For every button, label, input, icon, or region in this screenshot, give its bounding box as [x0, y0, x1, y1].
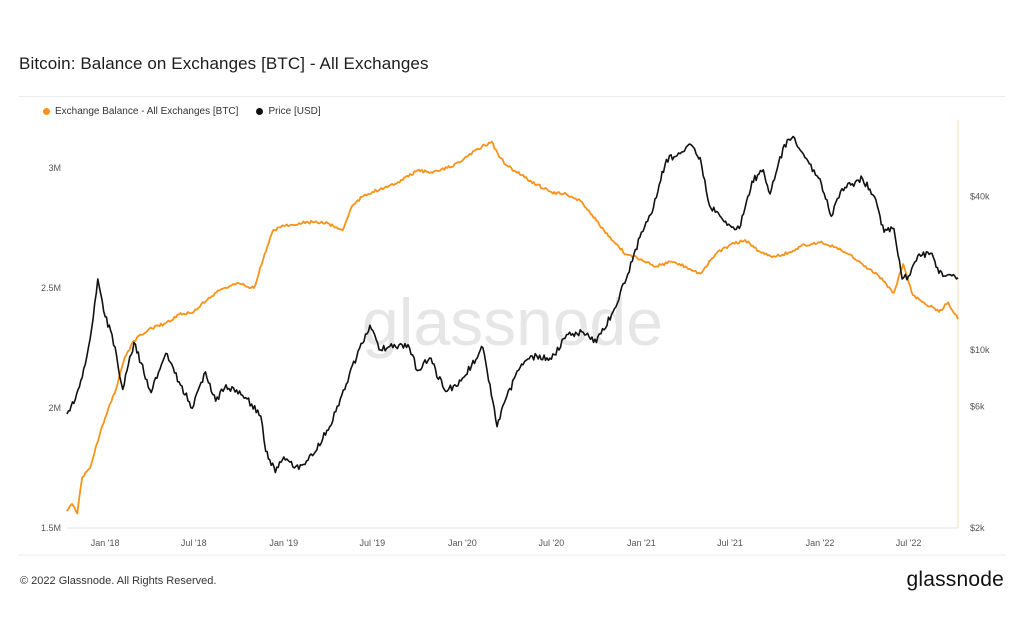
legend-item-exchange-balance[interactable]: Exchange Balance - All Exchanges [BTC]: [43, 106, 238, 117]
footer-logo[interactable]: glassnode: [906, 568, 1004, 591]
x-tick-label: Jan '22: [806, 538, 835, 548]
exchange-balance-line: [66, 140, 959, 515]
x-tick-label: Jan '19: [269, 538, 298, 548]
chart-legend: Exchange Balance - All Exchanges [BTC] P…: [43, 106, 321, 117]
y-left-tick-label: 2.5M: [41, 283, 61, 293]
y-right-tick-label: $40k: [970, 192, 990, 202]
x-tick-label: Jul '22: [896, 538, 922, 548]
x-tick-label: Jan '20: [448, 538, 477, 548]
x-tick-label: Jul '20: [539, 538, 565, 548]
y-right-tick-label: $6k: [970, 401, 985, 411]
y-right-tick-label: $10k: [970, 345, 990, 355]
watermark-text: glassnode: [362, 285, 663, 359]
legend-label-exchange-balance: Exchange Balance - All Exchanges [BTC]: [55, 106, 239, 117]
legend-dot-price: [256, 108, 264, 115]
footer-copyright: © 2022 Glassnode. All Rights Reserved.: [20, 575, 217, 587]
y-left-tick-label: 1.5M: [41, 523, 61, 533]
chart-title: Bitcoin: Balance on Exchanges [BTC] - Al…: [19, 54, 429, 73]
y-left-tick-label: 3M: [48, 163, 61, 173]
x-tick-label: Jul '19: [359, 538, 385, 548]
x-tick-label: Jan '21: [627, 538, 656, 548]
title-divider: [18, 96, 1006, 97]
y-left-tick-label: 2M: [48, 403, 61, 413]
legend-item-price[interactable]: Price [USD]: [256, 106, 321, 117]
price-usd-line: [66, 135, 959, 474]
y-right-tick-label: $2k: [970, 523, 985, 533]
legend-dot-exchange-balance: [43, 108, 50, 115]
x-tick-label: Jan '18: [91, 538, 120, 548]
x-tick-label: Jul '21: [717, 538, 743, 548]
x-tick-label: Jul '18: [181, 538, 207, 548]
legend-label-price: Price [USD]: [268, 106, 321, 117]
plot-background: [67, 120, 958, 528]
